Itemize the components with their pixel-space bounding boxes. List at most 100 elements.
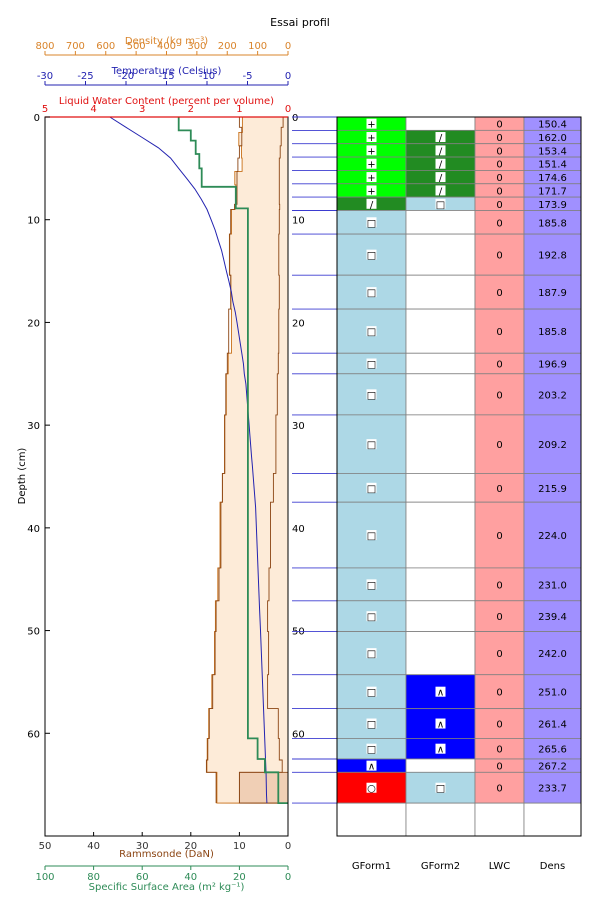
rammsonde-bottom-block [238, 771, 289, 804]
gform2-symbol-bg [435, 686, 446, 697]
gform1-symbol-bg [366, 743, 377, 754]
lwc-cell-value: 0 [496, 200, 502, 211]
gform1-symbol-bg [366, 326, 377, 337]
gform1-symbol-bg [366, 172, 377, 183]
lwc-cell-value: 0 [496, 133, 502, 144]
lwc-tick-label: 5 [42, 104, 48, 115]
dens-cell-value: 185.8 [538, 327, 567, 338]
density-tick-label: 200 [218, 41, 237, 52]
right-depth-tick-label: 0 [292, 113, 298, 124]
lwc-cell [474, 414, 525, 474]
ssa-tick-label: 100 [35, 872, 54, 883]
gform1-symbol-bg [366, 249, 377, 260]
gform1-symbol: □ [367, 251, 376, 262]
gform2-symbol: ∧ [437, 720, 444, 731]
lwc-cell [474, 473, 525, 503]
dens-cell-value: 242.0 [538, 649, 567, 660]
depth-tick-label: 10 [27, 216, 40, 227]
density-tick-label: 500 [127, 41, 146, 52]
density-tick-label: 0 [285, 41, 291, 52]
gform1-symbol-bg [366, 530, 377, 541]
gform1-symbol-bg [366, 648, 377, 659]
dens-cell-value: 185.8 [538, 218, 567, 229]
dens-cell [523, 501, 582, 569]
gform2-symbol-bg [435, 145, 446, 156]
dens-cell-value: 224.0 [538, 531, 567, 542]
column-label: GForm1 [352, 861, 391, 872]
depth-tick-label: 30 [27, 421, 40, 432]
density-tick-label: 600 [96, 41, 115, 52]
density-tick-label: 100 [248, 41, 267, 52]
lwc-cell-value: 0 [496, 762, 502, 773]
gform2-symbol-bg [435, 718, 446, 729]
gform1-symbol: + [367, 133, 375, 144]
lwc-cell-value: 0 [496, 251, 502, 262]
ram-tick-label: 30 [136, 841, 149, 852]
temperature-tick-label: -15 [158, 71, 174, 82]
gform1-symbol: □ [367, 327, 376, 338]
gform1-symbol: ∧ [368, 762, 375, 773]
gform1-symbol: + [367, 146, 375, 157]
lwc-cell-value: 0 [496, 327, 502, 338]
gform2-cell [405, 116, 476, 131]
lwc-tick-label: 0 [285, 104, 291, 115]
gform2-symbol: / [439, 186, 443, 197]
gform1-symbol-bg [366, 185, 377, 196]
lwc-cell-value: 0 [496, 580, 502, 591]
ram-tick-label: 0 [285, 841, 291, 852]
lwc-cell-value: 0 [496, 186, 502, 197]
gform2-symbol: ∧ [437, 745, 444, 756]
gform1-symbol-bg [366, 782, 377, 793]
gform2-symbol: / [439, 160, 443, 171]
gform1-symbol: / [370, 200, 374, 211]
empty-cell [523, 802, 582, 837]
right-depth-tick-label: 20 [292, 318, 305, 329]
dens-cell-value: 209.2 [538, 440, 567, 451]
gform1-symbol: □ [367, 720, 376, 731]
lwc-cell [474, 771, 525, 804]
gform2-symbol-bg [435, 782, 446, 793]
lwc-cell-value: 0 [496, 160, 502, 171]
temperature-tick-label: -20 [118, 71, 134, 82]
gform2-symbol-bg [435, 743, 446, 754]
gform1-symbol-bg [366, 760, 377, 771]
ssa-tick-label: 40 [184, 872, 197, 883]
lwc-cell [474, 674, 525, 710]
dens-cell-value: 215.9 [538, 484, 567, 495]
table-frame [336, 116, 582, 837]
gform1-symbol: □ [367, 649, 376, 660]
empty-cell [405, 802, 476, 837]
gform2-cell [405, 308, 476, 354]
dens-cell [523, 567, 582, 602]
gform1-symbol-bg [366, 611, 377, 622]
gform1-symbol-bg [366, 686, 377, 697]
temperature-tick-label: -5 [243, 71, 253, 82]
gform1-symbol-bg [366, 358, 377, 369]
lwc-axis-label: Liquid Water Content (percent per volume… [59, 96, 274, 107]
right-depth-tick-label: 60 [292, 729, 305, 740]
gform2-symbol: □ [436, 784, 445, 795]
gform2-cell [405, 631, 476, 676]
gform1-symbol-bg [366, 217, 377, 228]
gform1-symbol-bg [366, 145, 377, 156]
dens-cell-value: 239.4 [538, 612, 567, 623]
density-axis-label: Density (kg m⁻³) [125, 36, 208, 47]
dens-cell [523, 308, 582, 354]
dens-cell-value: 251.0 [538, 688, 567, 699]
lwc-tick-label: 2 [188, 104, 194, 115]
ram-tick-label: 10 [233, 841, 246, 852]
right-depth-tick-label: 30 [292, 421, 305, 432]
dens-cell-value: 162.0 [538, 133, 567, 144]
gform1-symbol: ○ [367, 784, 376, 795]
dens-cell-value: 233.7 [538, 784, 567, 795]
gform2-cell [405, 210, 476, 235]
density-tick-label: 300 [187, 41, 206, 52]
gform1-symbol-bg [366, 389, 377, 400]
lwc-cell-value: 0 [496, 173, 502, 184]
gform2-symbol: / [439, 133, 443, 144]
dens-cell-value: 171.7 [538, 186, 567, 197]
rammsonde-line-2 [205, 117, 243, 804]
lwc-cell-value: 0 [496, 484, 502, 495]
lwc-cell-value: 0 [496, 688, 502, 699]
